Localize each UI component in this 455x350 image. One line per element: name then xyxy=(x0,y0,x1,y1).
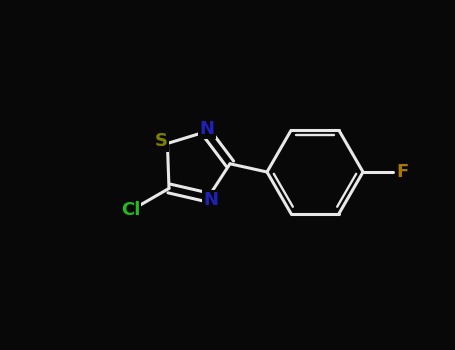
Text: S: S xyxy=(155,132,168,150)
Text: N: N xyxy=(203,191,218,209)
Text: F: F xyxy=(397,163,409,181)
Text: N: N xyxy=(199,120,214,138)
Text: Cl: Cl xyxy=(121,201,140,219)
